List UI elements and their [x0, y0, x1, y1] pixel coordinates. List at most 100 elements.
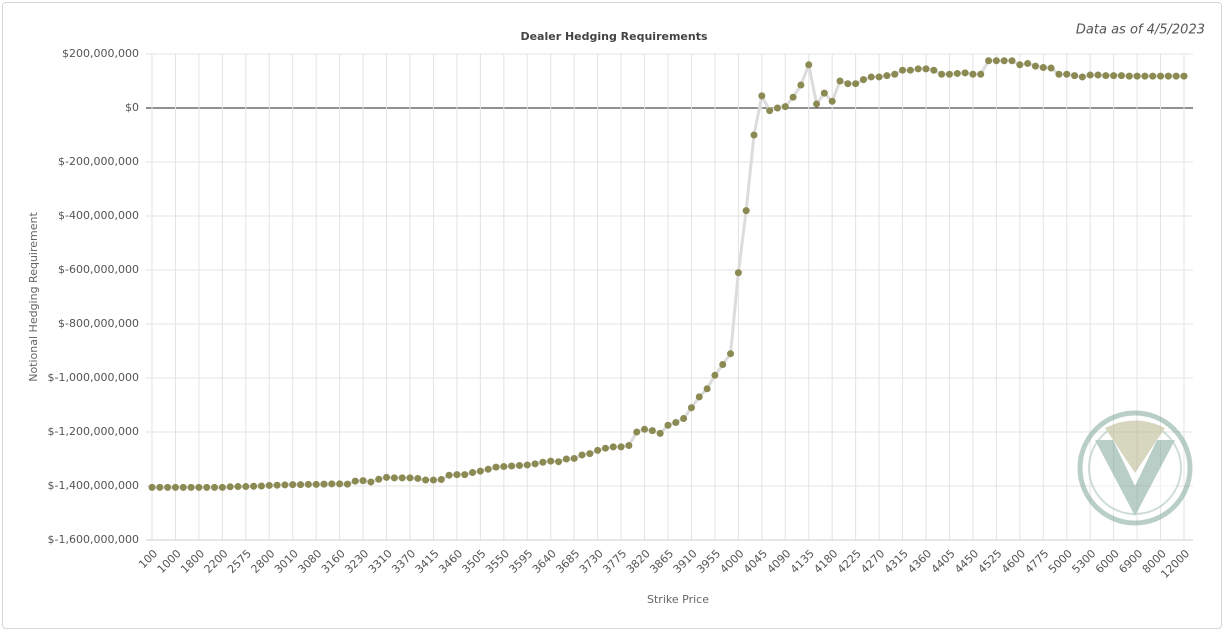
data-point: [297, 481, 305, 489]
x-tick-label: 4360: [905, 547, 934, 576]
data-point: [555, 458, 563, 466]
data-point: [789, 93, 797, 101]
data-point: [156, 483, 164, 491]
data-point: [171, 483, 179, 491]
y-tick-label: $200,000,000: [62, 47, 139, 60]
data-point: [1063, 70, 1071, 78]
data-point: [859, 76, 867, 84]
data-point: [1149, 72, 1157, 80]
data-point: [320, 480, 328, 488]
data-point: [234, 483, 242, 491]
data-point: [336, 480, 344, 488]
data-point: [1024, 59, 1032, 67]
y-tick-label: $-1,400,000,000: [48, 479, 139, 492]
y-tick-label: $-1,200,000,000: [48, 425, 139, 438]
data-point: [672, 419, 680, 427]
data-point: [273, 481, 281, 489]
x-tick-label: 4525: [976, 547, 1005, 576]
data-point: [680, 415, 688, 422]
data-point: [515, 461, 523, 469]
data-point: [781, 103, 789, 111]
x-tick-label: 2800: [249, 547, 278, 576]
logo-v: [1095, 440, 1175, 516]
x-tick-label: 1800: [178, 547, 207, 576]
y-tick-label: $-800,000,000: [58, 317, 139, 330]
data-point: [492, 463, 500, 471]
y-tick-label: $0: [125, 101, 139, 114]
data-point: [304, 480, 312, 488]
x-tick-label: 4315: [882, 547, 911, 576]
data-point: [523, 461, 531, 469]
data-point: [531, 460, 539, 468]
x-tick-label: 3730: [577, 547, 606, 576]
data-point: [617, 443, 625, 451]
x-tick-label: 4000: [718, 547, 747, 576]
data-point: [938, 70, 946, 78]
data-point: [633, 428, 641, 436]
data-point: [203, 483, 211, 491]
x-tick-label: 3230: [342, 547, 371, 576]
data-point: [930, 66, 938, 74]
data-point: [453, 471, 461, 479]
data-point: [265, 481, 273, 489]
data-point: [977, 70, 985, 78]
data-point: [500, 463, 508, 471]
data-point: [586, 450, 594, 458]
data-point: [1047, 64, 1055, 72]
data-point: [257, 482, 265, 490]
data-point: [727, 350, 735, 358]
data-point: [609, 443, 617, 451]
y-tick-label: $-600,000,000: [58, 263, 139, 276]
data-point: [641, 425, 649, 433]
data-point: [875, 73, 883, 81]
x-axis-title: Strike Price: [647, 593, 709, 606]
data-point: [1102, 72, 1110, 80]
data-point: [969, 70, 977, 78]
data-point: [148, 483, 156, 491]
data-point: [1071, 72, 1079, 80]
data-point: [281, 481, 289, 489]
data-point: [359, 477, 367, 485]
data-point: [891, 70, 899, 78]
data-point: [562, 455, 570, 463]
data-point: [218, 483, 226, 491]
data-point: [508, 462, 516, 470]
data-point: [734, 269, 742, 277]
data-point: [1110, 72, 1118, 80]
x-tick-label: 4600: [999, 547, 1028, 576]
data-point: [328, 480, 336, 488]
data-point: [601, 444, 609, 452]
data-point: [945, 70, 953, 78]
y-axis-title: Notional Hedging Requirement: [27, 212, 40, 382]
data-point: [883, 72, 891, 80]
x-tick-label: 3310: [366, 547, 395, 576]
data-point: [437, 476, 445, 484]
data-point: [164, 483, 172, 491]
x-tick-label: 3505: [460, 547, 489, 576]
x-tick-label: 3685: [553, 547, 582, 576]
x-tick-label: 4225: [835, 547, 864, 576]
data-point: [343, 480, 351, 488]
x-tick-label: 4270: [858, 547, 887, 576]
y-tick-label: $-1,000,000,000: [48, 371, 139, 384]
x-tick-label: 3080: [295, 547, 324, 576]
data-point: [992, 57, 1000, 65]
data-point: [648, 427, 656, 435]
y-tick-label: $-200,000,000: [58, 155, 139, 168]
data-point: [1172, 72, 1180, 80]
x-tick-label: 4135: [788, 547, 817, 576]
x-tick-label: 3910: [671, 547, 700, 576]
data-point: [813, 100, 821, 108]
x-tick-label: 6000: [1093, 547, 1122, 576]
x-tick-label: 3370: [389, 547, 418, 576]
data-point: [899, 66, 907, 74]
data-point: [742, 207, 750, 215]
data-point: [445, 471, 453, 479]
data-point: [179, 483, 187, 491]
x-tick-label: 3460: [436, 547, 465, 576]
x-tick-label: 3955: [694, 547, 723, 576]
data-point: [914, 65, 922, 73]
x-tick-label: 4180: [811, 547, 840, 576]
x-tick-label: 4450: [952, 547, 981, 576]
data-point: [211, 483, 219, 491]
